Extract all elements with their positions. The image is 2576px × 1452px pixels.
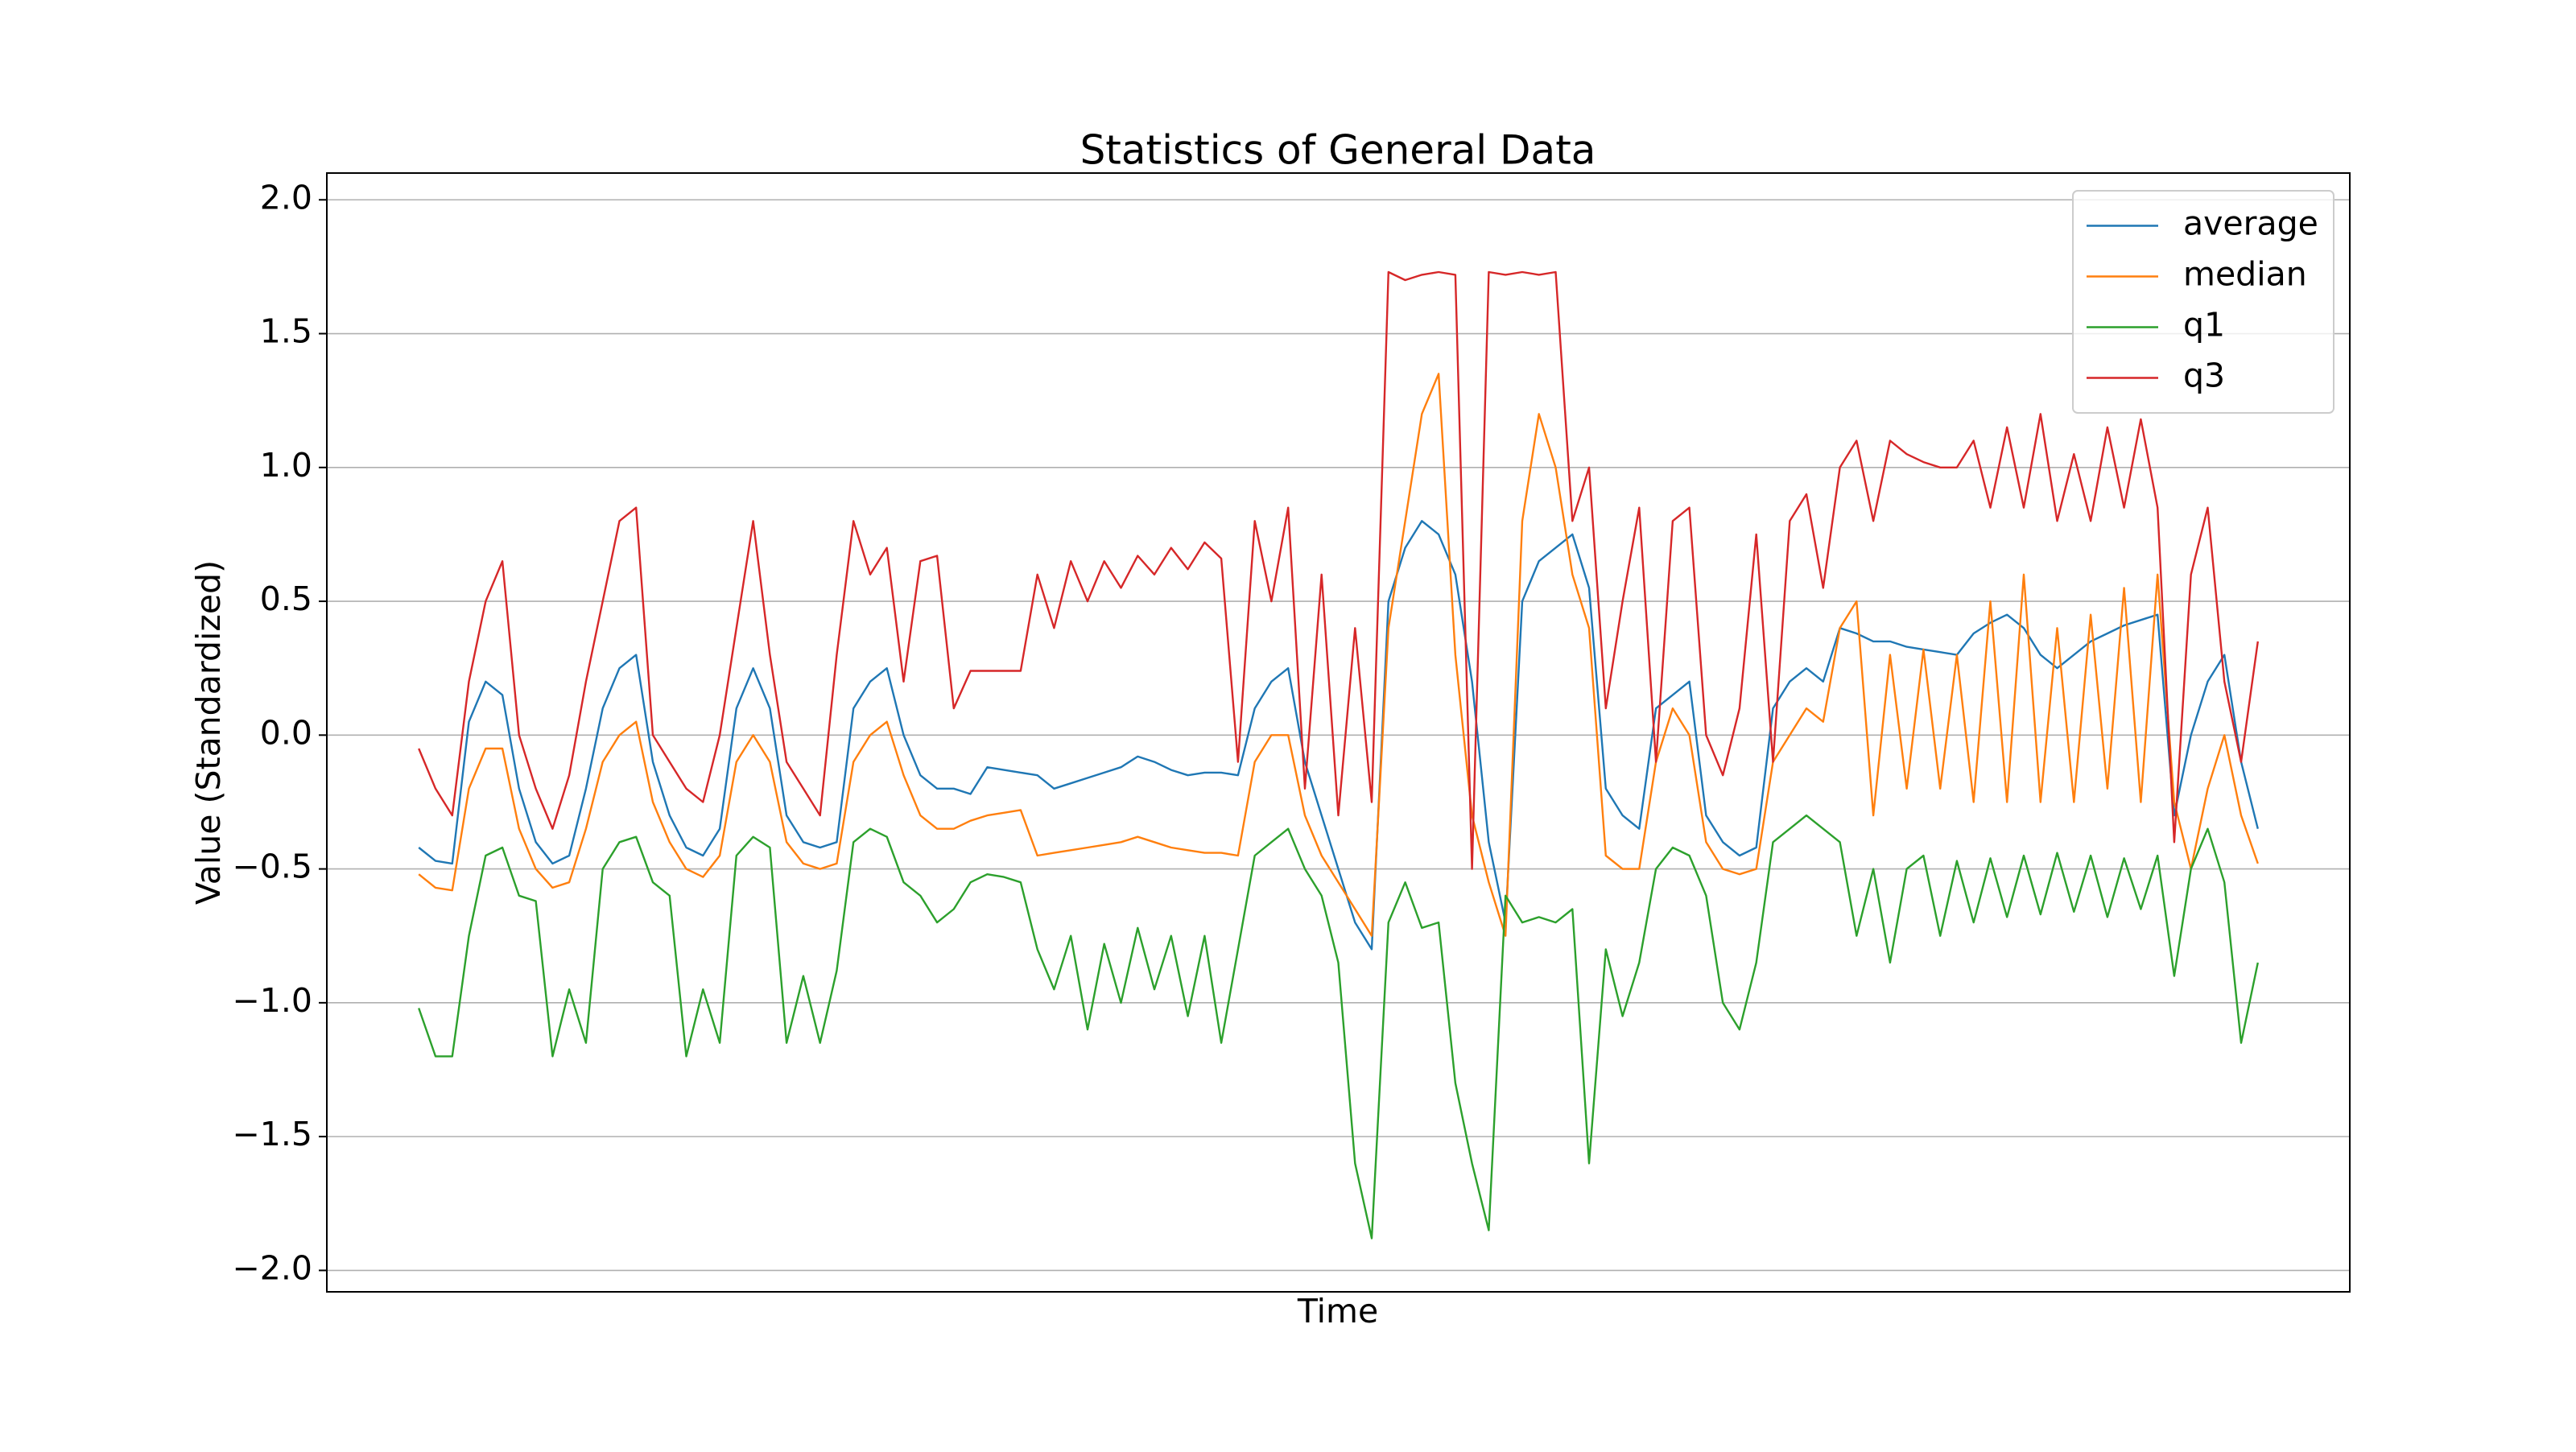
grid bbox=[327, 199, 2350, 1272]
y-tick-label: −2.0 bbox=[232, 1248, 312, 1287]
y-tick-label: 0.0 bbox=[260, 713, 312, 752]
legend-label: average bbox=[2183, 204, 2318, 243]
y-tick-label: 2.0 bbox=[260, 178, 312, 217]
y-tick-label: −1.0 bbox=[232, 981, 312, 1020]
series-line bbox=[418, 520, 2259, 951]
y-ticks: −2.0 −1.5 −1.0 −0.5 0.0 0.5 1.0 1.5 2.0 bbox=[232, 178, 327, 1287]
axes-frame bbox=[326, 172, 2351, 1293]
legend: average median q1 q3 bbox=[2072, 190, 2334, 414]
y-tick-label: 1.0 bbox=[260, 446, 312, 485]
plot-lines bbox=[418, 270, 2259, 1240]
chart-title: Statistics of General Data bbox=[1080, 127, 1596, 174]
series-line bbox=[418, 814, 2259, 1240]
y-tick-label: −0.5 bbox=[232, 848, 312, 886]
y-tick-label: −1.5 bbox=[232, 1115, 312, 1153]
legend-label: q3 bbox=[2183, 357, 2225, 395]
x-axis-label: Time bbox=[1297, 1292, 1378, 1330]
legend-box bbox=[2072, 190, 2334, 414]
y-tick-label: 1.5 bbox=[260, 312, 312, 351]
y-axis-label: Value (Standardized) bbox=[189, 560, 228, 905]
y-tick-label: 0.5 bbox=[260, 580, 312, 618]
series-line bbox=[418, 270, 2259, 870]
series-line bbox=[418, 373, 2259, 937]
legend-label: median bbox=[2183, 255, 2307, 294]
legend-label: q1 bbox=[2183, 306, 2225, 344]
